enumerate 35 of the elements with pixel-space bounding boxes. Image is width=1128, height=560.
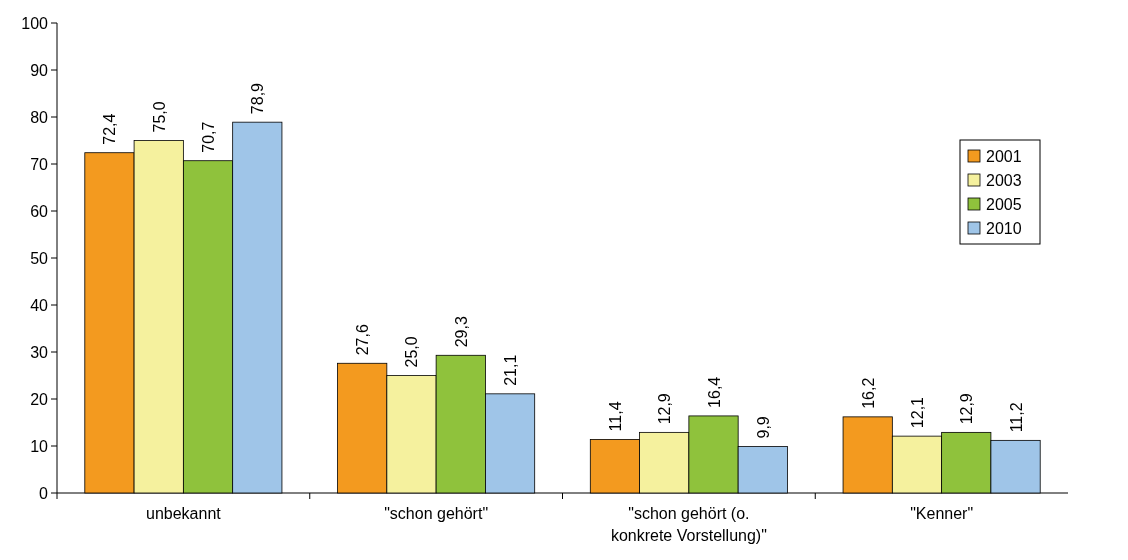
legend-label: 2003 <box>986 171 1022 189</box>
y-tick-label: 50 <box>30 249 49 267</box>
data-label: 72,4 <box>101 113 119 145</box>
x-tick-label: unbekannt <box>146 505 222 522</box>
data-label: 9,9 <box>754 416 772 439</box>
legend-label: 2010 <box>986 219 1022 237</box>
data-label: 70,7 <box>200 121 218 153</box>
data-label: 16,4 <box>705 376 723 408</box>
y-tick-label: 30 <box>30 343 49 361</box>
y-tick-label: 80 <box>30 108 49 126</box>
y-tick-label: 10 <box>30 437 49 455</box>
data-label: 16,2 <box>859 377 877 409</box>
y-tick-label: 0 <box>39 484 49 502</box>
y-tick-label: 70 <box>30 155 49 173</box>
data-label: 25,0 <box>403 336 421 368</box>
x-tick-label: "schon gehört" <box>384 505 489 522</box>
data-label: 21,1 <box>502 354 520 386</box>
y-tick-label: 90 <box>30 61 49 79</box>
data-label: 78,9 <box>249 82 267 115</box>
legend-label: 2005 <box>986 195 1022 213</box>
y-tick-label: 40 <box>30 296 49 314</box>
x-tick-label: "Kenner" <box>910 505 974 522</box>
data-label: 12,9 <box>958 393 976 425</box>
x-tick-label: "schon gehört (o. konkrete Vorstellung)" <box>610 505 767 544</box>
data-label: 12,9 <box>656 393 674 425</box>
data-label: 27,6 <box>354 324 372 356</box>
y-tick-label: 100 <box>21 14 49 32</box>
data-label: 11,2 <box>1007 402 1025 433</box>
y-tick-label: 20 <box>30 390 49 408</box>
data-label: 11,4 <box>606 401 624 432</box>
y-tick-label: 60 <box>30 202 49 220</box>
data-label: 75,0 <box>150 101 168 133</box>
data-label: 12,1 <box>908 396 926 429</box>
data-label: 29,3 <box>452 316 470 348</box>
legend-label: 2001 <box>986 147 1022 165</box>
